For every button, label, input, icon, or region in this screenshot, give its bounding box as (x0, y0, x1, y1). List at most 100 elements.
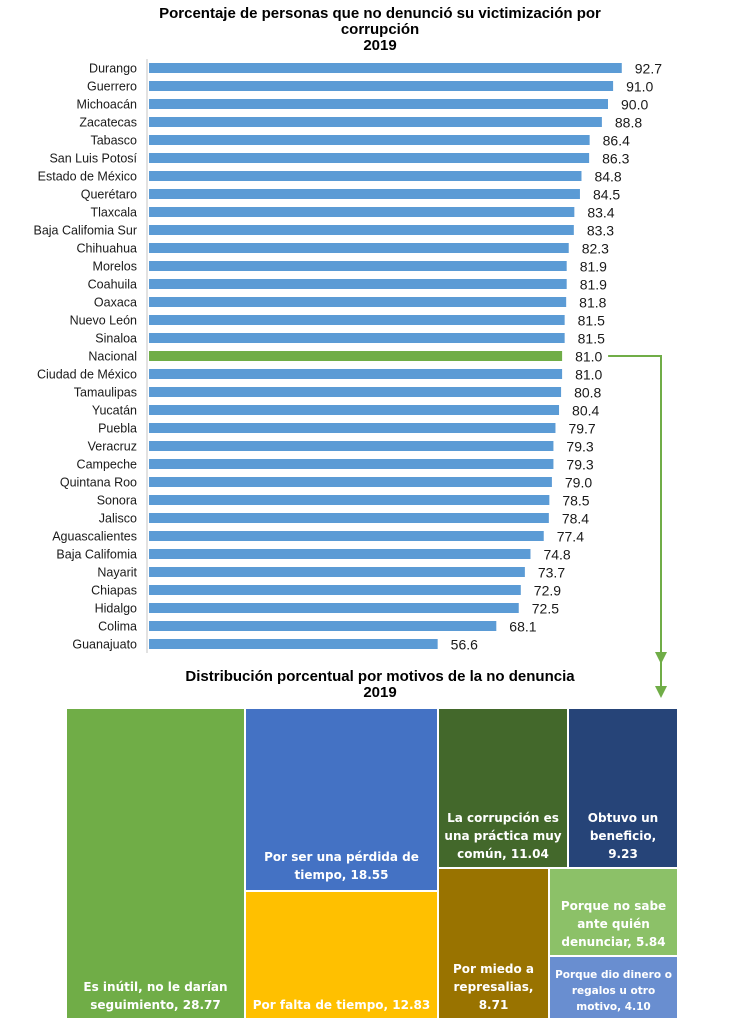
category-label: Hidalgo (95, 602, 137, 616)
data-label: 79.3 (566, 457, 593, 473)
treemap-tile: La corrupción es una práctica muy común,… (439, 709, 567, 867)
bar (149, 513, 549, 523)
category-label: Durango (89, 62, 137, 76)
treemap-tile-label: Porque dio dinero o regalos u otro motiv… (555, 969, 672, 1013)
bar (149, 585, 521, 595)
data-label: 81.5 (578, 331, 605, 347)
bar-chart-title-line1: Porcentaje de personas que no denunció s… (159, 5, 601, 22)
bar (149, 207, 575, 217)
category-label: Chihuahua (77, 242, 138, 256)
data-label: 81.9 (580, 259, 607, 275)
data-label: 79.0 (565, 475, 592, 491)
bar-chart-year: 2019 (363, 37, 397, 54)
bar (149, 135, 590, 145)
category-label: Nuevo León (70, 314, 137, 328)
category-label: Puebla (98, 422, 137, 436)
data-label: 86.3 (602, 151, 629, 167)
bar (149, 333, 565, 343)
bar (149, 369, 563, 379)
category-label: Yucatán (92, 404, 137, 418)
category-label: Michoacán (77, 98, 137, 112)
bar (149, 495, 550, 505)
category-label: Chiapas (91, 584, 137, 598)
bar (149, 567, 525, 577)
category-label: Estado de México (38, 170, 137, 184)
bar (149, 297, 567, 307)
bar (149, 261, 567, 271)
category-label: Jalisco (99, 512, 137, 526)
bar (149, 81, 614, 91)
treemap-tile-label: Por falta de tiempo, 12.83 (252, 998, 431, 1012)
bar-chart: Durango 92.7 Guerrero 91.0 Michoacán 90.0 Zaca… (33, 59, 667, 664)
category-label: San Luis Potosí (49, 152, 137, 166)
data-label: 81.5 (578, 313, 605, 329)
treemap-tile-label: Por ser una pérdida de tiempo, 18.55 (264, 850, 419, 882)
bar (149, 243, 569, 253)
data-label: 78.4 (562, 511, 589, 527)
category-label: Tabasco (90, 134, 137, 148)
treemap-tile-label: Obtuvo un beneficio, 9.23 (587, 811, 659, 861)
data-label: 72.5 (532, 601, 559, 617)
treemap-tile: Obtuvo un beneficio, 9.23 (569, 709, 677, 867)
category-label: Aguascalientes (52, 530, 137, 544)
category-label: Sonora (97, 494, 137, 508)
category-label: Colima (98, 620, 137, 634)
treemap-tile: Porque dio dinero o regalos u otro motiv… (550, 957, 677, 1018)
category-label: Campeche (77, 458, 137, 472)
bar (149, 639, 438, 649)
data-label: 84.8 (594, 169, 621, 185)
bar (149, 279, 567, 289)
treemap-tile-label: La corrupción es una práctica muy común,… (444, 811, 562, 861)
category-label: Sinaloa (95, 332, 137, 346)
category-label: Veracruz (88, 440, 137, 454)
data-label: 80.8 (574, 385, 601, 401)
bar (149, 225, 574, 235)
data-label: 92.7 (635, 61, 662, 77)
bar (149, 387, 562, 397)
category-label: Baja Califomia Sur (33, 224, 137, 238)
category-label: Coahuila (88, 278, 137, 292)
treemap-tile-label: Porque no sabe ante quién denunciar, 5.8… (560, 899, 667, 949)
connector-line (608, 355, 662, 655)
treemap-year: 2019 (363, 684, 397, 701)
data-label: 81.0 (575, 349, 602, 365)
data-label: 80.4 (572, 403, 599, 419)
data-label: 83.3 (587, 223, 614, 239)
treemap-title: Distribución porcentual por motivos de l… (80, 669, 680, 701)
treemap-tile: Por ser una pérdida de tiempo, 18.55 (246, 709, 437, 890)
category-label: Quintana Roo (60, 476, 137, 490)
treemap-tile: Es inútil, no le darían seguimiento, 28.… (67, 709, 244, 1018)
category-label: Ciudad de México (37, 368, 137, 382)
data-label: 73.7 (538, 565, 565, 581)
bar (149, 423, 556, 433)
bar (149, 189, 580, 199)
data-label: 86.4 (603, 133, 630, 149)
data-label: 56.6 (451, 637, 478, 653)
data-label: 77.4 (557, 529, 584, 545)
bar-chart-title: Porcentaje de personas que no denunció s… (60, 6, 700, 54)
bar (149, 531, 544, 541)
data-label: 78.5 (562, 493, 589, 509)
bar-highlight (149, 351, 563, 361)
bar (149, 171, 582, 181)
bar (149, 63, 622, 73)
bar-chart-title-line2: corrupción (340, 21, 420, 38)
data-label: 79.7 (568, 421, 595, 437)
arrow-down-icon (655, 652, 667, 664)
category-label: Zacatecas (79, 116, 137, 130)
treemap-tile: Por miedo a represalias, 8.71 (439, 869, 548, 1018)
data-label: 84.5 (593, 187, 620, 203)
treemap-tile: Porque no sabe ante quién denunciar, 5.8… (550, 869, 677, 955)
category-label: Tamaulipas (74, 386, 137, 400)
bar (149, 315, 565, 325)
data-label: 68.1 (509, 619, 536, 635)
bar (149, 99, 608, 109)
treemap-tile-label: Por miedo a represalias, 8.71 (453, 962, 534, 1012)
bar (149, 153, 590, 163)
bar (149, 477, 552, 487)
category-label: Nacional (88, 350, 137, 364)
category-label: Baja Califomia (56, 548, 137, 562)
category-label: Nayarit (97, 566, 137, 580)
bar (149, 117, 602, 127)
category-label: Morelos (93, 260, 137, 274)
